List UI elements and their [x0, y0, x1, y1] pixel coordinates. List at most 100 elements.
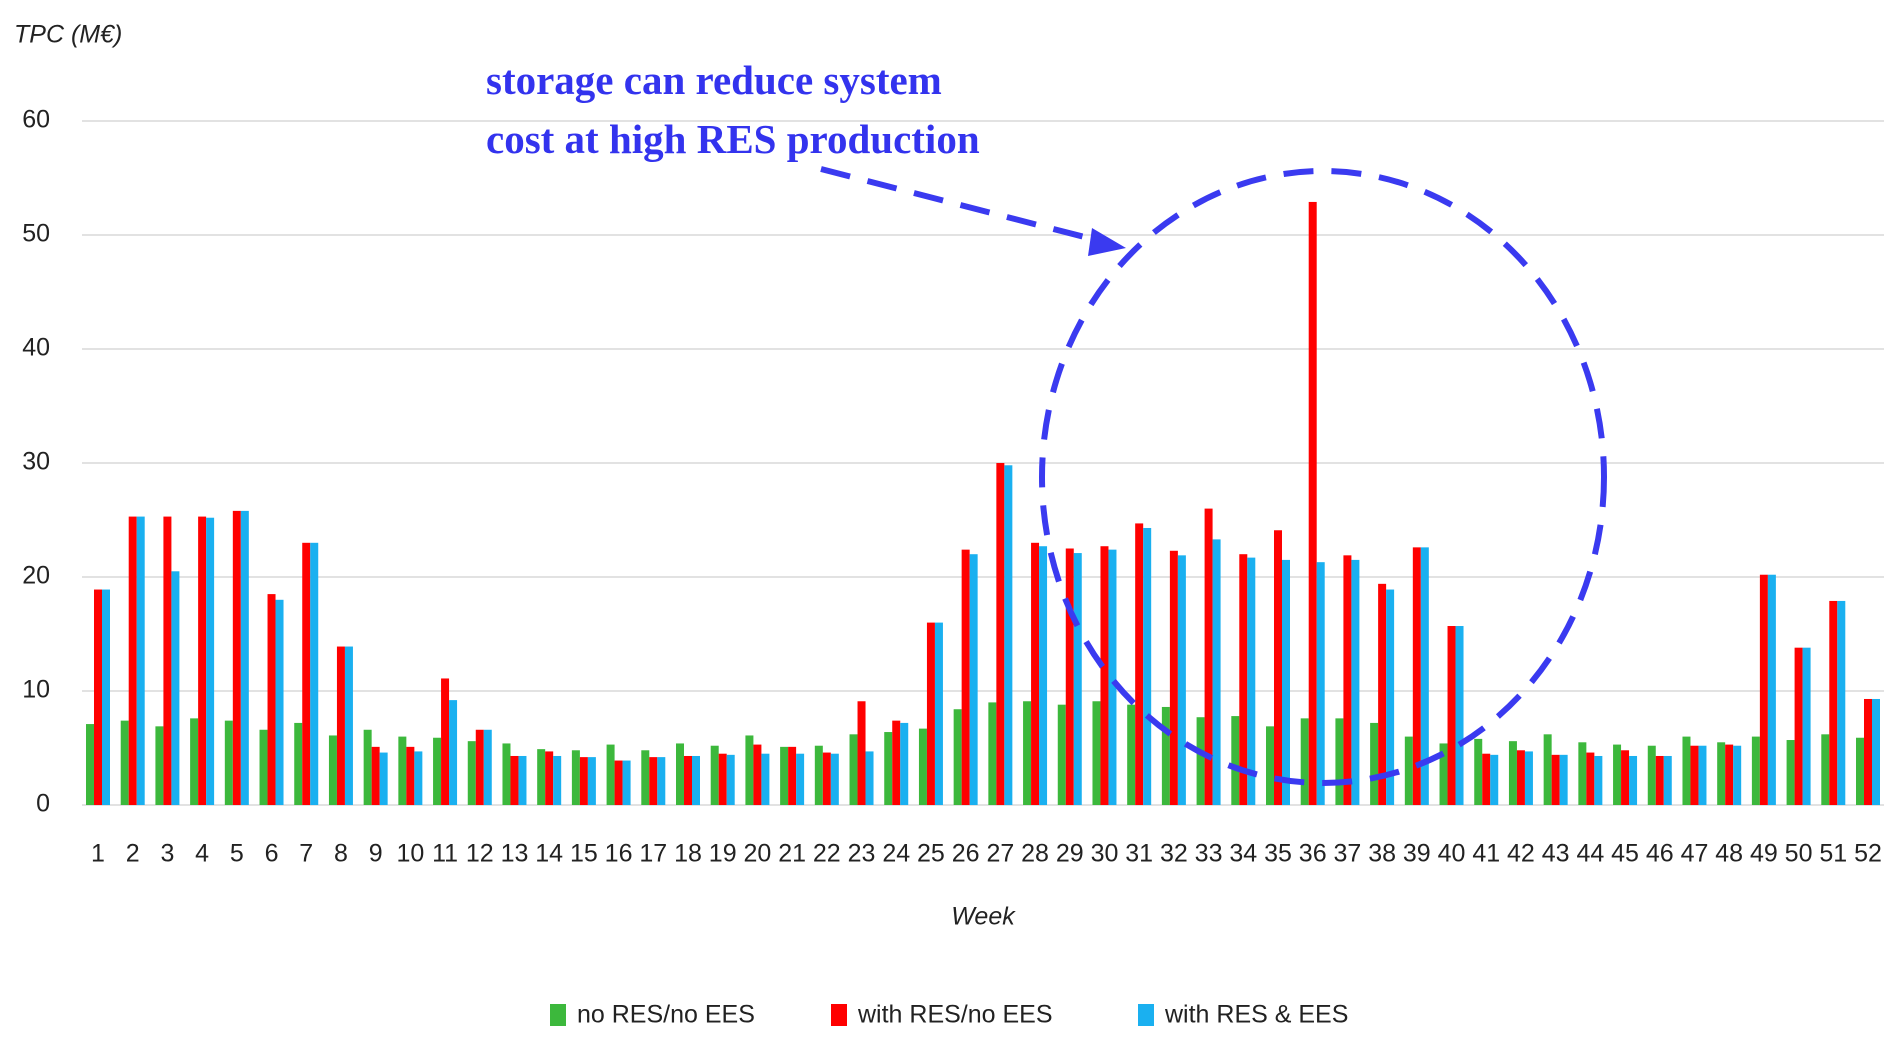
bar	[1872, 698, 1880, 805]
x-tick-label: 11	[432, 840, 458, 868]
bar	[102, 589, 110, 805]
x-tick-label: 23	[848, 840, 876, 868]
bar	[961, 549, 970, 805]
bar	[1447, 626, 1456, 805]
bar	[1474, 738, 1483, 805]
bar	[1794, 647, 1803, 805]
y-tick-label: 40	[22, 334, 50, 362]
bar	[1004, 465, 1013, 805]
y-tick-label: 50	[22, 220, 50, 248]
bar	[259, 729, 268, 805]
bar	[128, 516, 137, 805]
bar	[587, 757, 596, 805]
bar	[1655, 755, 1664, 805]
bar	[884, 732, 893, 805]
bar	[692, 755, 700, 805]
x-tick-label: 1	[91, 840, 105, 868]
bar	[1682, 736, 1691, 805]
bar	[553, 755, 562, 805]
bar	[1759, 574, 1768, 805]
bar	[475, 729, 484, 805]
bar	[363, 729, 372, 805]
bar	[969, 554, 978, 805]
bar	[336, 646, 345, 805]
x-tick-label: 44	[1576, 840, 1604, 868]
bar	[1204, 508, 1213, 805]
bar	[1698, 745, 1707, 805]
bar	[328, 735, 337, 805]
x-tick-label: 18	[674, 840, 702, 868]
x-tick-label: 46	[1646, 840, 1674, 868]
bar	[1864, 698, 1872, 805]
x-tick-label: 48	[1715, 840, 1743, 868]
x-tick-label: 25	[917, 840, 945, 868]
x-tick-label: 38	[1368, 840, 1396, 868]
bar	[1543, 734, 1552, 805]
bar	[1057, 704, 1066, 805]
bar	[830, 753, 839, 805]
bar	[1524, 751, 1533, 805]
x-tick-label: 15	[570, 840, 598, 868]
x-tick-label: 4	[195, 840, 209, 868]
bar	[953, 709, 962, 805]
x-tick-label: 35	[1264, 840, 1292, 868]
x-tick-label: 16	[605, 840, 633, 868]
x-tick-label: 12	[466, 840, 494, 868]
bar	[344, 646, 353, 805]
x-tick-label: 20	[744, 840, 772, 868]
bar	[1821, 734, 1830, 805]
bar	[1023, 701, 1032, 805]
bar	[120, 720, 129, 805]
bar	[1578, 742, 1587, 805]
x-tick-label: 51	[1819, 840, 1847, 868]
bar	[1551, 754, 1560, 805]
x-tick-label: 50	[1785, 840, 1813, 868]
bar	[1308, 201, 1317, 805]
bar	[1663, 755, 1672, 805]
bar	[537, 749, 546, 805]
y-tick-label: 20	[22, 562, 50, 590]
bar	[441, 678, 450, 805]
bar	[1733, 745, 1742, 805]
bar	[1786, 740, 1795, 805]
x-tick-label: 47	[1681, 840, 1709, 868]
bar	[1725, 744, 1734, 805]
bar	[302, 542, 311, 805]
bar	[414, 751, 423, 805]
annotation: cost at high RES production	[486, 116, 980, 162]
bar	[1837, 600, 1846, 805]
bar	[1073, 553, 1082, 805]
bar	[641, 750, 650, 805]
bar	[710, 745, 719, 805]
bar	[1266, 726, 1274, 805]
x-tick-label: 39	[1403, 840, 1431, 868]
x-tick-label: 10	[396, 840, 424, 868]
legend-swatch	[1138, 1004, 1154, 1026]
bar	[571, 750, 580, 805]
bar	[1386, 589, 1395, 805]
bar	[1767, 574, 1776, 805]
bar	[918, 728, 927, 805]
x-tick-label: 17	[639, 840, 667, 868]
y-tick-label: 30	[22, 448, 50, 476]
bar	[1282, 559, 1290, 805]
bar	[1196, 717, 1205, 805]
bar	[1316, 562, 1325, 805]
x-tick-label: 41	[1472, 840, 1500, 868]
bar	[1231, 716, 1240, 805]
bar	[171, 571, 180, 805]
bar	[788, 746, 797, 805]
bar	[1335, 718, 1344, 805]
x-tick-label: 28	[1021, 840, 1049, 868]
bar	[1621, 750, 1630, 805]
x-tick-label: 37	[1334, 840, 1362, 868]
bar	[232, 510, 241, 805]
callout	[820, 166, 1607, 786]
bar	[224, 720, 233, 805]
legend-label: no RES/no EES	[577, 1001, 755, 1029]
x-tick-label: 8	[334, 840, 348, 868]
bar	[622, 760, 631, 805]
bar	[518, 755, 527, 805]
x-tick-label: 29	[1056, 840, 1084, 868]
plot-area	[82, 120, 1884, 806]
